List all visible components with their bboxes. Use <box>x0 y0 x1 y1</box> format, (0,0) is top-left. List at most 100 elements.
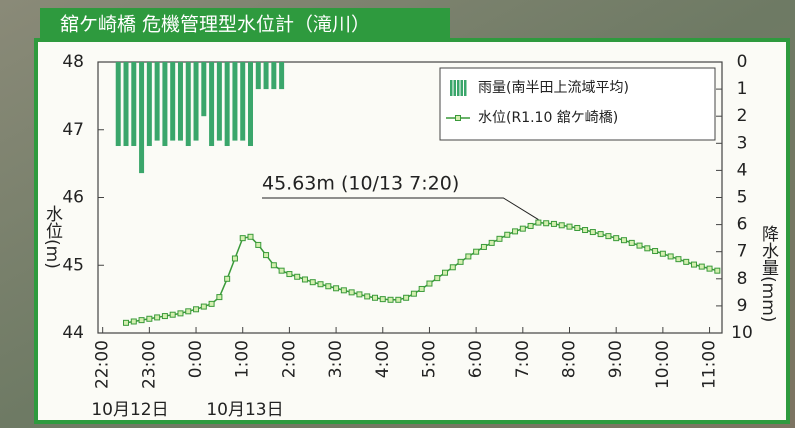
water-level-point <box>597 231 604 238</box>
water-level-point <box>543 220 550 227</box>
water-level-point <box>387 296 394 303</box>
x-tick-label: 22:00 <box>93 340 113 389</box>
rain-bar <box>216 62 222 141</box>
water-level-point <box>519 225 526 232</box>
water-level-point <box>589 229 596 236</box>
y2-axis-label: 降水量(mm) <box>758 225 779 322</box>
x-tick-label: 6:00 <box>466 340 486 378</box>
y2-tick-label: 5 <box>737 188 748 208</box>
water-level-point <box>426 280 433 287</box>
y2-tick-label: 1 <box>737 79 748 99</box>
water-level-point <box>527 222 534 229</box>
legend-swatch <box>450 80 453 96</box>
water-level-point <box>154 314 161 321</box>
water-level-point <box>566 223 573 230</box>
water-level-point <box>473 248 480 255</box>
water-level-point <box>208 300 215 307</box>
title-bar <box>40 8 450 40</box>
water-level-point <box>216 294 223 301</box>
y2-tick-label: 9 <box>737 296 748 316</box>
rain-bar <box>271 62 277 90</box>
water-level-point <box>442 269 449 276</box>
y2-tick-label: 0 <box>737 52 748 72</box>
y2-tick-label: 8 <box>737 269 748 289</box>
water-level-point <box>698 263 705 270</box>
y2-tick-label: 7 <box>737 242 748 262</box>
water-level-point <box>317 281 324 288</box>
rain-bar <box>193 62 199 141</box>
water-level-point <box>558 222 565 229</box>
x-tick-label: 1:00 <box>233 340 253 378</box>
legend <box>439 67 716 141</box>
y2-tick-label: 2 <box>737 106 748 126</box>
x-tick-label: 8:00 <box>560 340 580 378</box>
water-level-point <box>605 233 612 240</box>
water-level-point <box>200 303 207 310</box>
water-level-point <box>325 283 332 290</box>
rain-bar <box>131 62 137 147</box>
water-level-point <box>613 235 620 242</box>
water-level-point <box>620 237 627 244</box>
water-level-point <box>714 267 721 274</box>
legend-label: 雨量(南半田上流域平均) <box>478 80 629 96</box>
water-level-point <box>255 241 262 248</box>
water-level-point <box>550 220 557 227</box>
y-tick-label: 48 <box>62 52 84 72</box>
water-level-point <box>270 262 277 269</box>
water-level-point <box>356 291 363 298</box>
water-level-point <box>535 219 542 226</box>
y-tick-label: 47 <box>62 120 84 140</box>
water-level-point <box>675 256 682 263</box>
legend-swatch <box>455 115 461 121</box>
rain-bar <box>146 62 152 147</box>
y-tick-label: 44 <box>62 323 84 343</box>
water-level-point <box>340 287 347 294</box>
water-level-point <box>146 315 153 322</box>
annotation: 45.63m (10/13 7:20) <box>262 173 459 195</box>
date-label: 10月13日 <box>206 400 283 420</box>
water-level-point <box>403 294 410 301</box>
water-level-point <box>364 293 371 300</box>
water-level-point <box>652 248 659 255</box>
water-level-point <box>247 233 254 240</box>
water-level-point <box>294 273 301 280</box>
y2-tick-label: 3 <box>737 133 748 153</box>
rain-bar <box>232 62 238 141</box>
water-level-point <box>582 227 589 234</box>
rain-bar <box>139 62 145 174</box>
water-level-point <box>333 285 340 292</box>
y-tick-label: 46 <box>62 188 84 208</box>
legend-swatch <box>464 80 467 96</box>
water-level-point <box>185 308 192 315</box>
rain-bar <box>115 62 121 147</box>
legend-swatch <box>460 80 463 96</box>
legend-label: 水位(R1.10 舘ケ崎橋) <box>478 109 618 126</box>
x-tick-label: 11:00 <box>700 340 720 389</box>
water-level-point <box>457 258 464 265</box>
water-level-point <box>161 313 168 320</box>
x-tick-label: 3:00 <box>326 340 346 378</box>
x-tick-label: 9:00 <box>606 340 626 378</box>
water-level-point <box>379 296 386 303</box>
rain-bar <box>224 62 230 147</box>
water-level-point <box>449 264 456 271</box>
rain-bar <box>201 62 207 117</box>
y2-tick-label: 10 <box>731 323 753 343</box>
water-level-point <box>286 271 293 278</box>
rain-bar <box>185 62 191 147</box>
y2-tick-label: 6 <box>737 215 748 235</box>
x-tick-label: 10:00 <box>653 340 673 389</box>
water-level-point <box>301 276 308 283</box>
water-level-point <box>504 231 511 238</box>
rain-bar <box>177 62 183 141</box>
legend-swatch <box>457 80 460 96</box>
annotation-leader <box>262 197 539 220</box>
rain-bar <box>170 62 176 141</box>
water-level-point <box>418 285 425 292</box>
y-tick-label: 45 <box>62 255 84 275</box>
water-level-point <box>224 275 231 282</box>
rain-bar <box>255 62 261 90</box>
legend-swatch <box>453 80 456 96</box>
x-tick-label: 5:00 <box>419 340 439 378</box>
water-level-point <box>309 279 316 286</box>
